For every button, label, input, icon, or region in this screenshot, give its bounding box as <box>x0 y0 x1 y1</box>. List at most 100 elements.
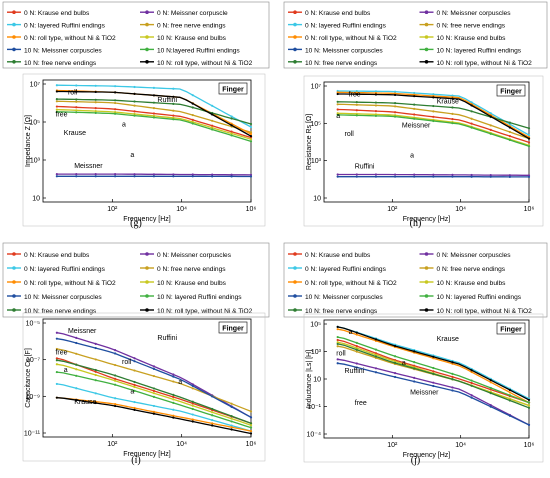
data-point <box>337 358 339 360</box>
data-point <box>230 406 232 408</box>
data-point <box>192 387 194 389</box>
data-point <box>451 361 453 363</box>
data-point <box>114 378 116 380</box>
data-point <box>75 337 77 339</box>
data-point <box>95 101 97 103</box>
legend-swatch-marker <box>12 60 16 64</box>
data-point <box>375 338 377 340</box>
data-point <box>153 387 155 389</box>
legend-swatch-marker <box>145 23 149 27</box>
data-point <box>114 364 116 366</box>
legend-label: 0 N: Krause end bulbs <box>305 10 371 17</box>
data-point <box>114 102 116 104</box>
data-point <box>211 175 213 177</box>
annotation-label: a <box>178 379 182 386</box>
finger-label: Finger <box>497 323 525 334</box>
data-point <box>114 85 116 87</box>
legend-swatch-marker <box>293 10 297 14</box>
legend-swatch-marker <box>12 48 16 52</box>
data-point <box>356 342 358 344</box>
data-point <box>211 105 213 107</box>
data-point <box>153 365 155 367</box>
data-point <box>451 118 453 120</box>
data-point <box>172 118 174 120</box>
data-point <box>413 174 415 176</box>
data-point <box>528 402 530 404</box>
data-point <box>172 380 174 382</box>
data-point <box>413 377 415 379</box>
data-point <box>230 132 232 134</box>
data-point <box>490 133 492 135</box>
data-point <box>432 105 434 107</box>
data-point <box>153 411 155 413</box>
data-point <box>153 116 155 118</box>
data-point <box>133 407 135 409</box>
data-point <box>133 401 135 403</box>
legend-label: 10 N: layered Ruffini endings <box>437 294 522 301</box>
legend-label: 0 N: roll type, without Ni & TiO2 <box>24 35 116 42</box>
data-point <box>56 109 58 111</box>
data-point <box>133 173 135 175</box>
data-point <box>230 115 232 117</box>
legend-label: 10 N:layered Ruffini endings <box>157 47 240 54</box>
data-point <box>250 410 252 412</box>
legend-swatch-marker <box>12 10 16 14</box>
data-point <box>153 392 155 394</box>
data-point <box>114 374 116 376</box>
data-point <box>432 367 434 369</box>
data-point <box>337 173 339 175</box>
data-point <box>192 408 194 410</box>
data-point <box>192 401 194 403</box>
legend-label: 0 N: Meissner corpuscle <box>157 10 228 17</box>
data-point <box>114 403 116 405</box>
data-point <box>95 379 97 381</box>
data-point <box>471 379 473 381</box>
legend-label: 0 N: layered Ruffini endings <box>24 23 106 30</box>
data-point <box>509 415 511 417</box>
data-point <box>528 407 530 409</box>
data-point <box>172 415 174 417</box>
finger-label: Finger <box>219 83 247 94</box>
data-point <box>75 173 77 175</box>
data-point <box>490 176 492 178</box>
data-point <box>133 360 135 362</box>
data-point <box>230 418 232 420</box>
data-point <box>75 175 77 177</box>
legend-swatch-marker <box>12 266 16 270</box>
data-point <box>192 114 194 116</box>
data-point <box>471 110 473 112</box>
y-tick-label: 10⁷ <box>30 82 41 89</box>
data-point <box>509 176 511 178</box>
data-point <box>192 420 194 422</box>
legend-label: 0 N: free nerve endings <box>157 23 226 30</box>
legend-label: 0 N: roll type, without Ni & TiO2 <box>305 280 397 287</box>
data-point <box>432 373 434 375</box>
data-point <box>56 338 58 340</box>
data-point <box>95 343 97 345</box>
annotation-label: Meissner <box>68 328 97 335</box>
data-point <box>356 114 358 116</box>
data-point <box>337 93 339 95</box>
data-point <box>375 104 377 106</box>
data-point <box>337 362 339 364</box>
data-point <box>172 88 174 90</box>
annotation-label: free <box>349 91 361 98</box>
data-point <box>337 328 339 330</box>
data-point <box>192 122 194 124</box>
legend-label: 0 N: free nerve endings <box>437 23 506 30</box>
data-point <box>56 98 58 100</box>
data-point <box>56 175 58 177</box>
data-point <box>133 381 135 383</box>
legend-label: 10 N: Krause end bulbs <box>157 35 227 42</box>
legend-swatch-marker <box>293 280 297 284</box>
data-point <box>153 94 155 96</box>
data-point <box>432 176 434 178</box>
legend-label: 10 N: Meissner corpuscles <box>305 47 383 54</box>
data-point <box>337 339 339 341</box>
annotation-label: Krause <box>74 399 96 406</box>
data-point <box>451 376 453 378</box>
data-point <box>490 124 492 126</box>
data-point <box>356 104 358 106</box>
